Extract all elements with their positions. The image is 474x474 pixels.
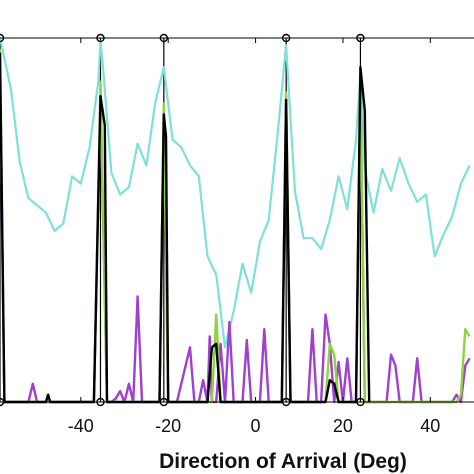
series-line-0: [0, 37, 471, 349]
x-tick-label-0: -40: [68, 416, 94, 436]
x-tick-label-1: -20: [155, 416, 181, 436]
x-tick-label-2: 0: [251, 416, 261, 436]
series-line-1: [0, 74, 471, 404]
series-line-2: [0, 48, 471, 404]
x-tick-label-4: 40: [420, 416, 440, 436]
axes: -40 -20 0 20 40: [0, 37, 474, 436]
x-axis-label: Direction of Arrival (Deg): [159, 450, 407, 473]
x-tick-label-3: 20: [333, 416, 353, 436]
plot-area: [0, 33, 471, 407]
